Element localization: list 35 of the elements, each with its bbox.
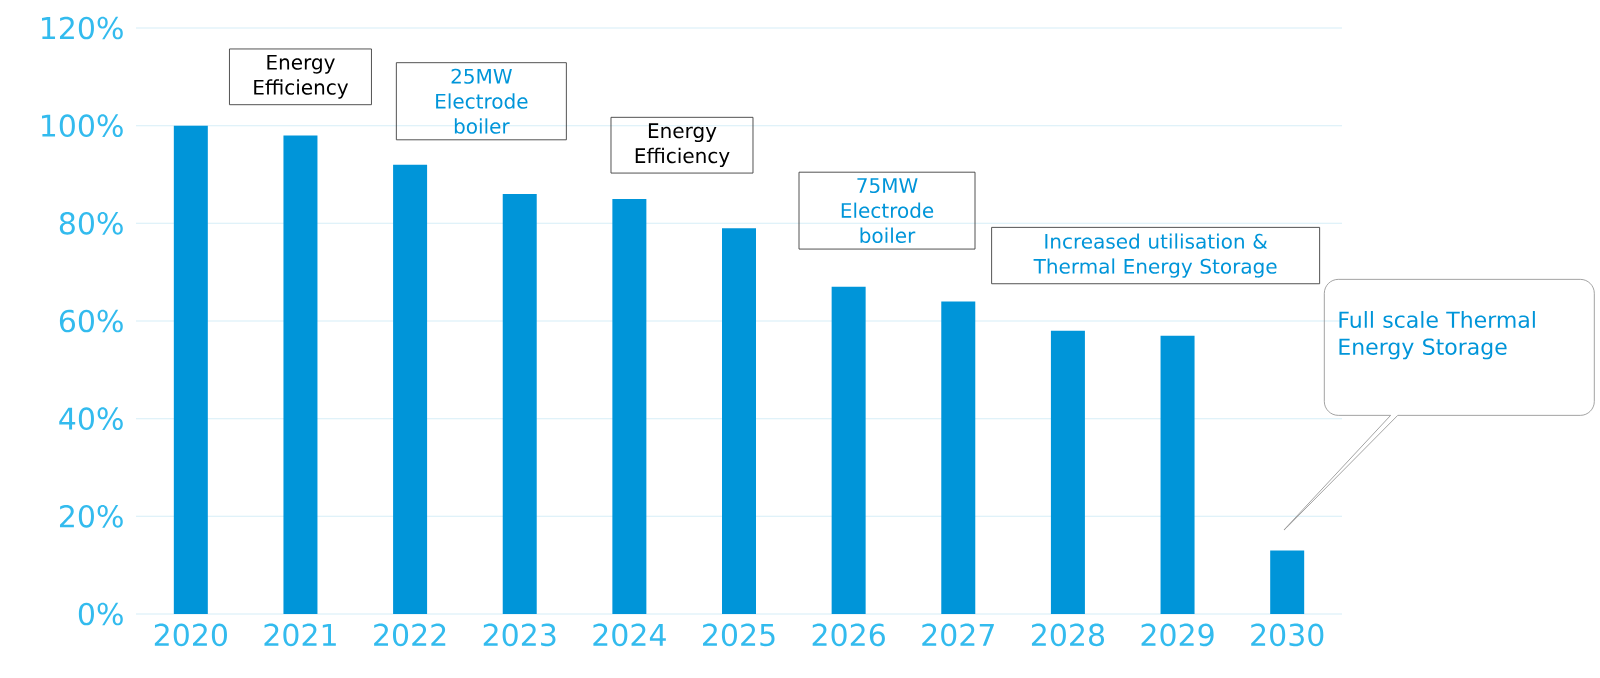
bar (393, 164, 428, 614)
bar (1270, 550, 1305, 614)
annotation: Increased utilisation & Thermal Energy Storage (1033, 233, 1277, 278)
bar (173, 125, 208, 614)
x-tick-label: 2030 (1251, 623, 1324, 647)
y-tick-label: 20% (59, 504, 123, 528)
y-tick-label: 0% (78, 602, 123, 626)
x-tick-label: 2023 (483, 623, 556, 647)
y-tick-label: 120% (42, 16, 123, 40)
y-tick-label: 60% (59, 309, 123, 333)
x-tick-label: 2020 (154, 623, 227, 647)
bar (941, 301, 976, 614)
x-tick-label: 2021 (264, 623, 336, 647)
bar (722, 228, 757, 614)
y-tick-label: 80% (59, 211, 123, 235)
x-tick-label: 2024 (593, 623, 666, 647)
bar (1050, 330, 1085, 614)
x-tick-label: 2026 (812, 623, 885, 647)
x-tick-label: 2029 (1141, 623, 1214, 647)
bar (283, 135, 318, 614)
annotation: Full scale Thermal Energy Storage (1339, 311, 1535, 360)
annotation: Energy Efficiency (635, 123, 730, 168)
y-tick-label: 100% (42, 114, 123, 138)
bar (502, 194, 537, 614)
x-tick-label: 2022 (374, 623, 446, 647)
annotation: Energy Efficiency (254, 54, 349, 99)
annotation: 75MW Electrode boiler (841, 178, 934, 244)
bar (612, 198, 647, 614)
bar (1160, 335, 1195, 614)
x-tick-label: 2028 (1031, 623, 1105, 647)
y-tick-label: 40% (59, 407, 123, 431)
bar (831, 286, 866, 614)
annotation: 25MW Electrode boiler (436, 68, 528, 134)
x-tick-label: 2027 (922, 623, 994, 647)
x-tick-label: 2025 (703, 623, 775, 647)
